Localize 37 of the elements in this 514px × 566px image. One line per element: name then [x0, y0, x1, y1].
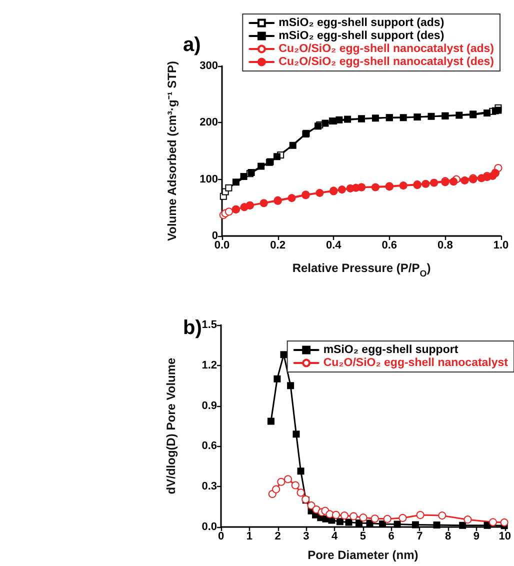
x-axis-title: Pore Diameter (nm)	[308, 548, 418, 562]
legend-label: Cu₂O/SiO₂ egg-shell nanocatalyst	[323, 357, 508, 369]
chart-title: b)	[183, 317, 202, 339]
x-tick-label: 10	[498, 530, 512, 542]
x-tick-label: 1.0	[493, 240, 509, 252]
x-tick-label: 5	[360, 530, 366, 542]
y-tick-label: 200	[200, 116, 218, 129]
x-tick-label: 0.8	[438, 240, 453, 252]
legend-label: mSiO₂ egg-shell support	[323, 344, 458, 356]
chart-title: a)	[183, 34, 201, 56]
legend-label: mSiO₂ egg-shell support (des)	[278, 30, 444, 42]
x-tick-label: 9	[473, 530, 480, 542]
y-tick-label: 100	[200, 173, 218, 186]
x-tick-label: 6	[388, 530, 394, 542]
y-axis-title: Volume Adsorbed (cm³·g⁻¹ STP)	[165, 60, 179, 242]
y-tick-label: 0.6	[202, 440, 217, 452]
y-tick-label: 1.5	[202, 319, 217, 331]
x-tick-label: 7	[416, 530, 423, 542]
y-axis-title: dV/dlog(D) Pore Volume	[164, 357, 178, 494]
x-tick-label: 2	[274, 530, 281, 542]
legend-label: Cu₂O/SiO₂ egg-shell nanocatalyst (des)	[278, 56, 494, 68]
x-tick-label: 0.0	[214, 240, 230, 252]
y-tick-label: 0.0	[202, 521, 217, 533]
y-tick-label: 0.9	[202, 400, 217, 412]
x-tick-label: 3	[303, 530, 310, 542]
y-tick-label: 300	[200, 60, 218, 72]
x-tick-label: 0.4	[326, 240, 342, 252]
legend-label: mSiO₂ egg-shell support (ads)	[278, 17, 444, 29]
y-tick-label: 0.3	[202, 480, 217, 493]
x-tick-label: 0.6	[382, 240, 398, 252]
x-tick-label: 0.2	[270, 240, 286, 252]
x-tick-label: 4	[331, 530, 338, 542]
legend-label: Cu₂O/SiO₂ egg-shell nanocatalyst (ads)	[278, 43, 494, 55]
x-tick-label: 1	[246, 530, 252, 542]
x-tick-label: 8	[445, 530, 452, 542]
y-tick-label: 1.2	[202, 359, 217, 372]
y-tick-label: 0	[212, 230, 218, 242]
